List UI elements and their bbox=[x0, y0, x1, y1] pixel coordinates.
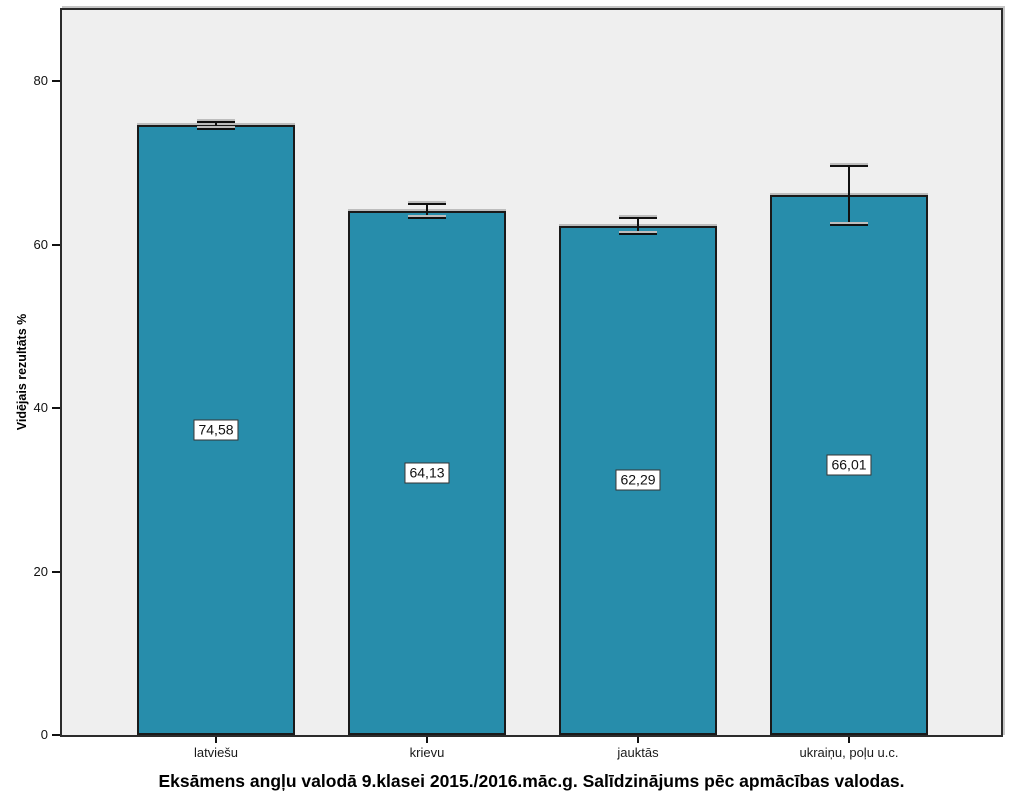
value-label-2: 62,29 bbox=[615, 469, 661, 491]
y-tick-20 bbox=[52, 570, 60, 573]
error-bar-cap-top-1 bbox=[408, 202, 446, 205]
error-bar-cap-top-3 bbox=[830, 165, 868, 168]
y-tick-label-0: 0 bbox=[40, 727, 48, 742]
error-bar-cap-bottom-2 bbox=[619, 233, 657, 236]
chart-title: Eksāmens angļu valodā 9.klasei 2015./201… bbox=[158, 771, 905, 791]
value-label-3: 66,01 bbox=[826, 454, 872, 476]
error-bar-3 bbox=[848, 166, 850, 225]
y-axis-label: Vidējais rezultāts % bbox=[15, 313, 29, 431]
error-bar-0 bbox=[215, 121, 217, 130]
x-category-label-2: jauktās bbox=[617, 745, 659, 760]
y-tick-0 bbox=[52, 734, 60, 736]
x-tick-2 bbox=[637, 737, 639, 743]
x-tick-0 bbox=[215, 737, 217, 743]
value-label-1: 64,13 bbox=[404, 462, 450, 484]
x-tick-3 bbox=[848, 737, 850, 743]
x-category-label-3: ukraiņu, poļu u.c. bbox=[799, 745, 899, 760]
x-tick-1 bbox=[426, 737, 428, 743]
x-category-label-0: latviešu bbox=[193, 745, 239, 760]
y-tick-label-60: 60 bbox=[33, 236, 48, 252]
error-bar-cap-bottom-0 bbox=[197, 128, 235, 131]
x-category-label-1: krievu bbox=[409, 745, 445, 760]
y-tick-label-40: 40 bbox=[33, 400, 48, 416]
error-bar-cap-bottom-3 bbox=[830, 223, 868, 226]
y-tick-label-80: 80 bbox=[33, 73, 48, 89]
y-tick-60 bbox=[52, 243, 60, 246]
error-bar-cap-top-0 bbox=[197, 120, 235, 123]
error-bar-1 bbox=[426, 203, 428, 218]
value-label-0: 74,58 bbox=[193, 419, 239, 441]
error-bar-cap-bottom-1 bbox=[408, 216, 446, 219]
error-bar-2 bbox=[637, 217, 639, 235]
y-tick-40 bbox=[52, 407, 60, 410]
y-tick-80 bbox=[52, 80, 60, 83]
y-tick-label-20: 20 bbox=[33, 563, 48, 579]
error-bar-cap-top-2 bbox=[619, 216, 657, 219]
